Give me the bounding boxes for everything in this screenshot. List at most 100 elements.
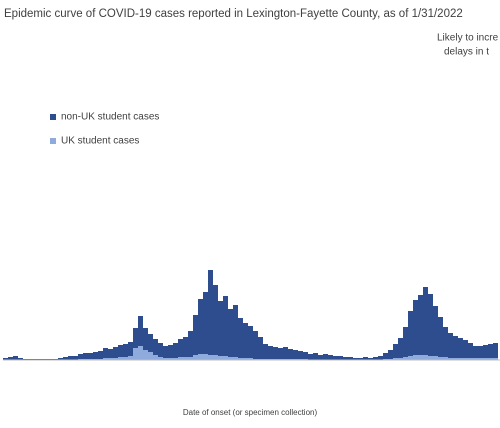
bar [443,327,448,357]
bar [483,345,488,358]
bar [483,358,488,360]
bar [178,357,183,360]
bar [228,357,233,360]
chart-title: Epidemic curve of COVID-19 cases reporte… [4,8,463,20]
bar [458,358,463,360]
bar [208,355,213,360]
bar [103,358,108,360]
bar [93,352,98,359]
x-axis-label: Date of onset (or specimen collection) [183,408,318,417]
bar [353,358,358,360]
bar [183,337,188,357]
bar [113,358,118,360]
bar [278,348,283,359]
bar [308,354,313,360]
bar [408,356,413,360]
bar [298,351,303,359]
bar [173,343,178,358]
bar [63,357,68,360]
bar [188,357,193,360]
bar [228,309,233,357]
bar [423,287,428,355]
bar [318,355,323,360]
bar [243,358,248,360]
bar [258,337,263,359]
bar [168,345,173,358]
bar [428,356,433,360]
bar [163,346,168,358]
bar [78,354,83,359]
bar [463,340,468,358]
bar [488,358,493,360]
bar [223,356,228,360]
bar [233,305,238,357]
bar [153,355,158,360]
bar [288,349,293,359]
bar [158,357,163,360]
bar [413,355,418,360]
bar [388,350,393,359]
bar [283,347,288,359]
bar [128,342,133,356]
bar [433,356,438,360]
bar [438,317,443,357]
bar [473,346,478,358]
bar [98,351,103,359]
bar [88,353,93,359]
bar [323,354,328,360]
bar [143,350,148,360]
bar [118,357,123,360]
bar [243,323,248,358]
bar [413,300,418,355]
bar [453,358,458,360]
bar [133,348,138,360]
bar [248,358,253,360]
bar [368,358,373,360]
bar [418,355,423,360]
bar [108,358,113,360]
legend-label: UK student cases [61,136,139,147]
bar [193,315,198,355]
bar [218,356,223,360]
bar [453,336,458,358]
bar [268,346,273,359]
bar [173,358,178,360]
bar [363,357,368,360]
bar [403,357,408,360]
bar [138,316,143,346]
bar [423,355,428,360]
bar [58,358,63,360]
bar [373,357,378,360]
bar [478,346,483,358]
bar [488,344,493,358]
bar [458,338,463,358]
legend-label: non-UK student cases [61,112,159,123]
bar [428,294,433,356]
bar [153,339,158,355]
bar [83,353,88,359]
bar [3,358,8,360]
bar [418,295,423,355]
bar [138,346,143,360]
bar [148,352,153,360]
bar [148,334,153,352]
bar [448,333,453,358]
bar [433,306,438,356]
bar [398,358,403,360]
annotation: delays in t [444,47,489,58]
bar [468,358,473,360]
bar [333,356,338,360]
bar [113,347,118,358]
bar [313,353,318,360]
annotation: Likely to incre [437,33,499,44]
bar [168,358,173,360]
bar [238,318,243,358]
bar [73,356,78,360]
bar [123,357,128,360]
bar [103,348,108,358]
bar [223,296,228,356]
bar [383,353,388,359]
bar [143,328,148,350]
bar [493,358,498,360]
